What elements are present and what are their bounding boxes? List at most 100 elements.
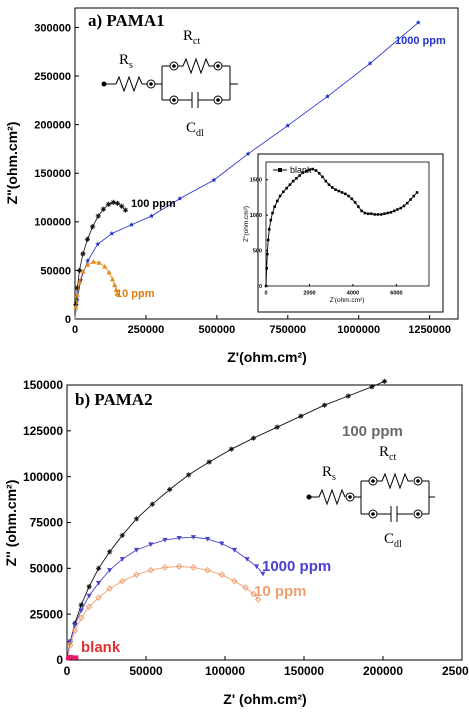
inset-chart: 0 2000 4000 6000 0 500 1000 1500 blank Z'(ohm.c… — [243, 153, 444, 313]
circuit-a-cdl: Cdl — [186, 120, 204, 139]
panel-a-series-0-point — [129, 222, 135, 227]
panel-a-series-2-point — [80, 268, 86, 274]
inset-series-point — [402, 204, 406, 208]
inset-series-point — [317, 172, 321, 175]
panel-a-ytick-label: 200000 — [34, 119, 71, 131]
panel-a-xtick-label: 1000000 — [337, 324, 380, 336]
inset-series-point — [350, 197, 354, 201]
inset-series-point — [321, 175, 324, 179]
inset-series-point — [291, 179, 295, 183]
panel-b-xtick-label: 200000 — [363, 664, 403, 678]
panel-b: 0 50000 100000 150000 200000 250000 0 25000 5000… — [3, 378, 469, 707]
panel-a-xtick-label: 750000 — [269, 324, 306, 336]
panel-b-series-0-point — [96, 565, 102, 571]
panel-a-series-0-point — [109, 230, 115, 236]
panel-b-series-1-point — [231, 547, 238, 553]
panel-b-series-0-point — [149, 501, 155, 507]
panel-b-ylabel: Z'' (ohm.cm²) — [3, 480, 19, 567]
panel-a-series-2-point — [74, 292, 80, 297]
panel-b-series-0-point — [369, 384, 375, 390]
panel-a-title: a) PAMA1 — [88, 11, 165, 30]
inset-plot-area — [265, 161, 430, 287]
panel-b-series-2-point — [204, 566, 211, 574]
circuit-a-rct: Rct — [183, 28, 200, 47]
panel-b-series-1-point — [254, 564, 260, 570]
inset-series-point — [276, 199, 279, 203]
inset-series-point — [386, 211, 389, 215]
panel-b-ytick-label: 150000 — [23, 378, 63, 392]
inset-series-point — [415, 191, 419, 194]
panel-b-series-1-point — [162, 537, 168, 543]
panel-b-ytick-label: 0 — [56, 653, 63, 667]
inset-series-point — [337, 189, 341, 193]
inset-legend: blank — [273, 165, 312, 175]
panel-b-series-0-point — [86, 584, 92, 590]
inset-series-point — [405, 201, 409, 205]
inset-series-point — [331, 186, 334, 189]
inset-series-point — [347, 194, 350, 198]
panel-a-ylabel: Z"(ohm.cm²) — [4, 122, 20, 205]
panel-a-xtick-label: 250000 — [128, 324, 165, 336]
panel-a-xtick-label: 0 — [72, 324, 78, 336]
panel-a-ytick-label: 250000 — [34, 71, 71, 83]
inset-series-point — [267, 228, 271, 231]
panel-a-series-2-point — [114, 291, 120, 296]
panel-a-series-1-point — [110, 199, 116, 205]
legend-label-10ppm-a: 10 ppm — [116, 288, 155, 300]
inset-series-point — [295, 177, 298, 180]
panel-b-series-2-point — [71, 627, 79, 634]
panel-b-series-0-point — [119, 532, 125, 538]
inset-series-point — [266, 252, 269, 256]
inset-series-point — [376, 213, 380, 216]
panel-b-series-1-point — [190, 535, 196, 540]
inset-series-point — [264, 284, 268, 288]
legend-label-1000ppm-a: 1000 ppm — [395, 35, 446, 47]
inset-series-point — [311, 167, 315, 171]
panel-a-ytick-label: 50000 — [40, 265, 71, 277]
panel-a-series-0-point — [177, 195, 183, 201]
panel-a-series-line-1 — [74, 201, 126, 320]
panel-b-ytick-label: 25000 — [30, 607, 64, 621]
circuit-b-rs: Rs — [322, 464, 336, 483]
panel-a-series-1-point — [119, 203, 125, 209]
inset-series-point — [373, 213, 376, 216]
panel-b-series-0-point — [250, 435, 257, 441]
inset-xtick-label: 0 — [264, 291, 267, 297]
inset-series-point — [308, 168, 311, 172]
inset-series-point — [265, 267, 268, 270]
panel-a-series — [73, 19, 421, 320]
panel-a-ytick-label: 0 — [65, 314, 71, 326]
panel-b-series-2-point — [218, 571, 226, 579]
panel-b-series-2-point — [95, 594, 102, 601]
inset-series-point — [278, 194, 282, 198]
inset-series-point — [273, 205, 276, 208]
panel-b-xtick-label: 50000 — [129, 664, 163, 678]
panel-b-xtick-label: 0 — [64, 664, 71, 678]
inset-series-point — [344, 192, 347, 196]
inset-xtick-label: 6000 — [390, 291, 402, 297]
panel-b-series-2-point — [161, 564, 169, 571]
panel-a-xlabel: Z'(ohm.cm²) — [227, 349, 307, 365]
inset-ytick-label: 500 — [253, 248, 262, 254]
panel-a-series-0-point — [149, 213, 155, 219]
circuit-b-cdl: Cdl — [384, 531, 402, 550]
inset-series-point — [266, 238, 270, 242]
equivalent-circuit-a — [101, 57, 238, 108]
panel-a-xtick-label: 1250000 — [408, 324, 451, 336]
circuit-b-rct: Rct — [379, 444, 396, 463]
panel-b-ytick-label: 75000 — [30, 516, 64, 530]
inset-xtick-label: 4000 — [347, 291, 359, 297]
inset-ytick-label: 1000 — [250, 213, 262, 219]
panel-b-series-0-point — [133, 516, 140, 522]
legend-label-100ppm-a: 100 ppm — [131, 198, 176, 210]
inset-series-point — [304, 169, 308, 173]
panel-b-xlabel: Z' (ohm.cm²) — [223, 691, 306, 707]
inset-series-point — [389, 211, 393, 214]
panel-b-series-2-point — [133, 571, 140, 579]
panel-b-series-2-point — [242, 584, 249, 591]
panel-a-series-2-point — [113, 287, 119, 292]
panel-a-axes: 0 250000 500000 750000 1000000 12500000500001… — [34, 22, 451, 336]
panel-b-ytick-label: 125000 — [23, 424, 63, 438]
inset-axes: 0 2000 4000 6000 0 500 1000 1500 — [250, 178, 403, 297]
panel-a-series-2-point — [73, 304, 79, 310]
